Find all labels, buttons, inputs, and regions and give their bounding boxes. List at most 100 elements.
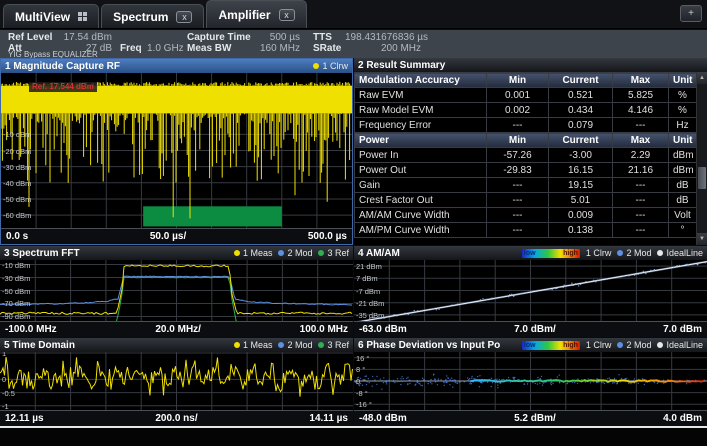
table-row: Crest Factor Out---5.01---dB [355,193,697,208]
analyzer-screen: MultiView Spectrum x Amplifier x + Ref L… [0,0,707,446]
legend-item[interactable]: 1 Meas [234,248,273,258]
trace-legend: 1 Meas 2 Mod 3 Ref [234,248,349,258]
table-cell: --- [613,208,669,223]
legend-label: 3 Ref [327,248,349,258]
magnitude-plot[interactable]: Ref. 17.544 dBm -10 dBm-20 dBm-30 dBm-40… [1,73,352,228]
table-cell: -29.83 [487,163,549,178]
spectrum-fft-header[interactable]: 3 Spectrum FFT 1 Meas 2 Mod 3 Ref [0,246,353,260]
colorbar-high-label: high [563,341,578,350]
legend-trace-dot-icon [278,342,284,348]
tab-spectrum[interactable]: Spectrum x [101,4,204,28]
channel-info-bar[interactable]: Ref Level 17.54 dBm Att 27 dB Freq 1.0 G… [0,30,707,58]
tab-amplifier[interactable]: Amplifier x [206,0,306,28]
x-axis-start: 0.0 s [6,231,28,242]
multiview-grid-icon [78,12,87,21]
am-am-plot[interactable]: 21 dBm7 dBm-7 dBm-21 dBm-35 dBm [354,260,707,321]
table-row: Raw EVM0.0010.5215.825% [355,88,697,103]
table-cell: 2.29 [613,148,669,163]
spectrum-fft-plot[interactable]: -10 dBm-30 dBm-50 dBm-70 dBm-90 dBm [0,260,353,321]
table-scrollbar[interactable]: ▲ ▼ [696,72,707,245]
table-cell: --- [613,223,669,238]
table-cell: dB [669,193,697,208]
legend-label: IdealLine [666,340,703,350]
meas-bw-label: Meas BW [187,43,231,54]
table-cell: 21.16 [613,163,669,178]
density-colorbar: low high [522,249,580,258]
tab-multiview[interactable]: MultiView [3,4,99,28]
x-axis-stop: 500.0 µs [308,231,347,242]
close-icon[interactable]: x [176,11,192,23]
panel-title: 2 Result Summary [358,60,445,71]
table-cell: --- [487,193,549,208]
legend-trace-dot-icon [278,250,284,256]
ref-level-label: Ref Level [8,32,52,43]
result-summary-header[interactable]: 2 Result Summary [354,58,707,72]
table-cell: 0.002 [487,103,549,118]
am-am-x-axis: -63.0 dBm 7.0 dBm/ 7.0 dBm [354,321,707,337]
x-axis-stop: 100.0 MHz [300,324,348,335]
legend-item[interactable]: 1 Meas [234,340,273,350]
add-channel-button[interactable]: + [680,5,702,22]
colorbar-low-label: low [524,341,536,350]
x-axis-scale: 5.2 dBm/ [514,413,556,424]
scrollbar-thumb[interactable] [698,167,706,189]
legend-item[interactable]: 2 Mod [617,248,651,258]
phase-deviation-header[interactable]: 6 Phase Deviation vs Input Po low high 1… [354,338,707,352]
table-cell: ° [669,223,697,238]
legend-trace-dot-icon [657,250,663,256]
time-domain-header[interactable]: 5 Time Domain 1 Meas2 Mod3 Ref [0,338,353,352]
am-am-header[interactable]: 4 AM/AM low high 1 Clrw2 ModIdealLine [354,246,707,260]
legend-item[interactable]: 2 Mod [278,248,312,258]
result-summary-table: Modulation AccuracyMinCurrentMaxUnitRaw … [354,72,707,245]
legend-label: 1 Clrw [322,61,348,71]
table-cell: Unit [669,73,697,88]
legend-trace-dot-icon [234,250,240,256]
trace-legend: 1 Clrw 2 Mod IdealLine [586,248,703,258]
legend-item[interactable]: IdealLine [657,248,703,258]
legend-item[interactable]: 3 Ref [318,248,349,258]
table-row: AM/PM Curve Width---0.138---° [355,223,697,238]
table-cell: Power [355,133,487,148]
legend-item[interactable]: IdealLine [657,340,703,350]
legend-item[interactable]: 3 Ref [318,340,349,350]
srate-label: SRate [313,43,341,54]
table-row: Frequency Error---0.079---Hz [355,118,697,133]
legend-label: 2 Mod [287,340,312,350]
table-row: Power Out-29.8316.1521.16dBm [355,163,697,178]
table-cell: 5.825 [613,88,669,103]
legend-item[interactable]: 1 Clrw [586,340,612,350]
legend-item[interactable]: 2 Mod [278,340,312,350]
legend-label: 1 Meas [243,340,273,350]
legend-item[interactable]: 1 Clrw [586,248,612,258]
tab-amplifier-label: Amplifier [218,8,270,22]
freq-label: Freq [120,43,142,54]
legend-item[interactable]: 1 Clrw [313,61,348,71]
window-spectrum-fft: 3 Spectrum FFT 1 Meas 2 Mod 3 Ref -10 dBm-… [0,246,353,337]
legend-item[interactable]: 2 Mod [617,340,651,350]
window-time-domain: 5 Time Domain 1 Meas2 Mod3 Ref 10-0.5-1 … [0,338,353,426]
time-domain-plot[interactable]: 10-0.5-1 [0,352,353,410]
phase-deviation-plot[interactable]: 16 °8 °0 °-8 °-16 ° [354,352,707,410]
x-axis-stop: 7.0 dBm [663,324,702,335]
close-icon[interactable]: x [279,9,295,21]
table-cell: --- [487,223,549,238]
density-colorbar: low high [522,341,580,350]
table-cell: Max [613,73,669,88]
table-cell: Power In [355,148,487,163]
x-axis-start: -63.0 dBm [359,324,407,335]
magnitude-capture-header[interactable]: 1 Magnitude Capture RF 1 Clrw [1,59,352,73]
tts-label: TTS [313,32,332,43]
panel-title: 3 Spectrum FFT [4,248,80,259]
scroll-up-icon[interactable]: ▲ [697,72,707,84]
table-cell: dBm [669,148,697,163]
table-cell: 0.009 [549,208,613,223]
magnitude-x-axis: 0.0 s 50.0 µs/ 500.0 µs [1,228,352,244]
legend-label: 1 Clrw [586,340,612,350]
legend-trace-dot-icon [617,250,623,256]
legend-trace-dot-icon [234,342,240,348]
table-cell: Frequency Error [355,118,487,133]
window-result-summary: 2 Result Summary Modulation AccuracyMinC… [354,58,707,245]
colorbar-low-label: low [524,249,536,258]
table-row: Gain---19.15---dB [355,178,697,193]
scroll-down-icon[interactable]: ▼ [697,233,707,245]
